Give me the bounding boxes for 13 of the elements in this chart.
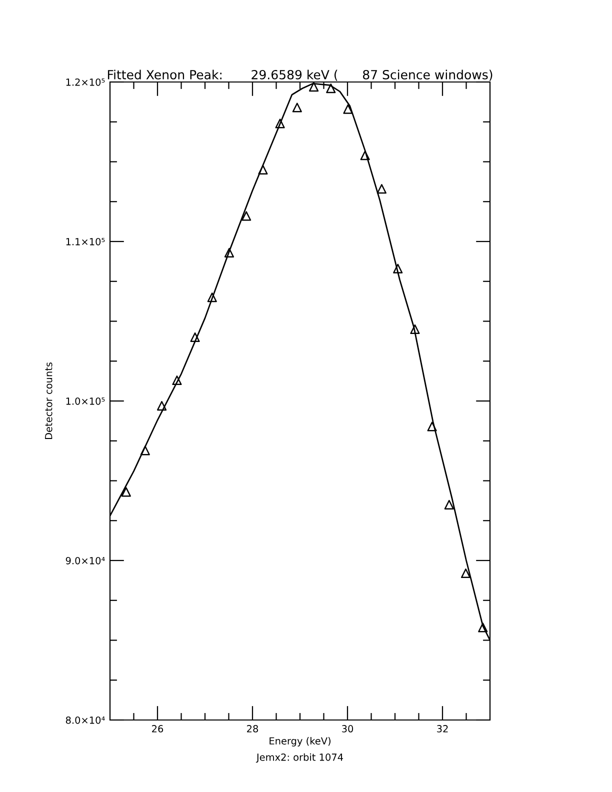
x-tick-label: 28 [247, 725, 258, 732]
x-tick-label: 30 [342, 725, 354, 732]
y-tick-label: 1.1×10⁵ [66, 238, 105, 246]
x-tick-label: 26 [152, 725, 164, 732]
y-tick-label: 9.0×10⁴ [66, 556, 105, 564]
y-axis-title: Detector counts [45, 362, 52, 440]
x-tick-label: 32 [437, 725, 448, 732]
y-tick-label: 1.0×10⁵ [66, 397, 105, 405]
y-tick-label: 1.2×10⁵ [66, 78, 105, 86]
text: Jemx2: orbit 1074 [256, 753, 343, 763]
chart-title: Fitted Xenon Peak: 29.6589 keV ( 87 Science windows) [108, 70, 492, 81]
x-axis-title: Energy (keV) [270, 737, 330, 746]
y-tick-label: 8.0×10⁴ [66, 716, 105, 724]
